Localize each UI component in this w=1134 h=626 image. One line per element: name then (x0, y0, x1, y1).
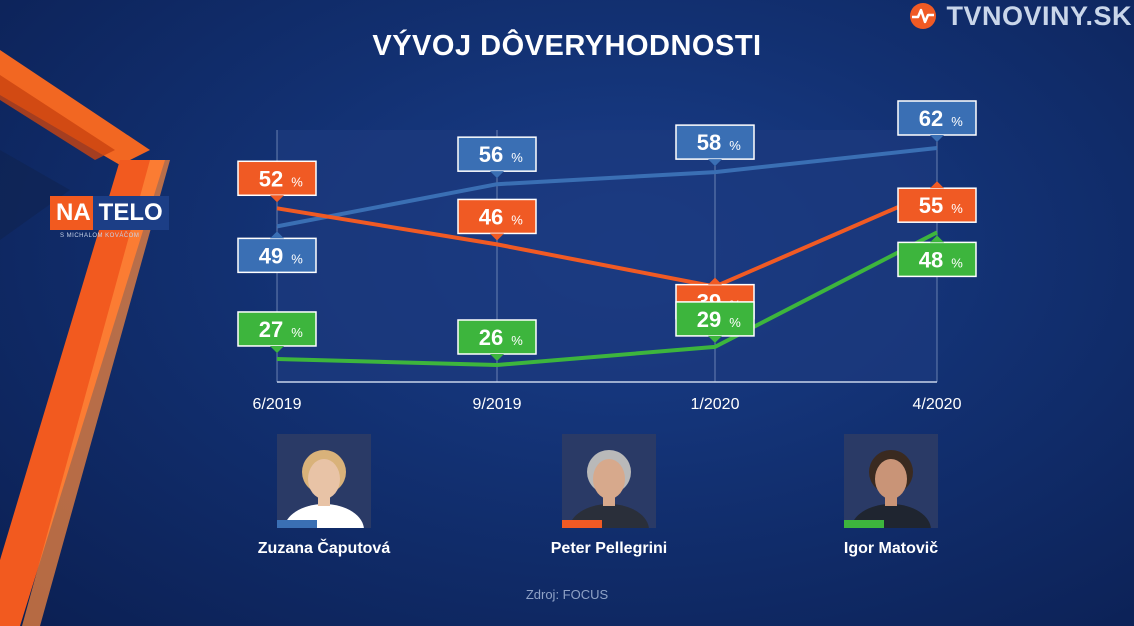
data-label: 52% (237, 160, 317, 203)
series-line (276, 230, 938, 367)
data-label: 27% (237, 311, 317, 353)
show-logo-telo: TELO (92, 196, 169, 230)
portrait-icon (844, 434, 938, 528)
x-tick-label: 6/2019 (253, 396, 302, 413)
svg-text:%: % (729, 138, 741, 153)
person-name: Peter Pellegrini (550, 540, 668, 557)
tvnoviny-logo-icon (910, 3, 937, 29)
x-tick-label: 9/2019 (473, 396, 522, 413)
series-line (276, 146, 938, 229)
plot-area (277, 130, 937, 382)
svg-text:46: 46 (479, 204, 503, 229)
show-logo-na: NA (50, 196, 97, 230)
page-title: VÝVOJ DÔVERYHODNOSTI (372, 30, 762, 62)
svg-text:55: 55 (919, 193, 943, 218)
series-color-tag (844, 520, 884, 528)
data-label: 58% (675, 124, 755, 167)
data-label: 55% (897, 181, 977, 223)
person-caputova: Zuzana Čaputová (229, 434, 419, 558)
person-name: Zuzana Čaputová (257, 540, 391, 557)
avatar (562, 434, 656, 528)
data-label: 62% (897, 100, 977, 142)
data-label: 26% (457, 319, 537, 361)
svg-text:%: % (511, 150, 523, 165)
svg-text:%: % (511, 333, 523, 348)
source-note: Zdroj: FOCUS (525, 587, 609, 602)
svg-text:48: 48 (919, 247, 943, 272)
series-color-tag (277, 520, 317, 528)
svg-text:29: 29 (697, 307, 721, 332)
svg-text:27: 27 (259, 317, 283, 342)
svg-text:58: 58 (697, 130, 721, 155)
avatar (844, 434, 938, 528)
data-label: 56% (457, 136, 537, 179)
data-label: 29% (675, 301, 755, 343)
brand-logo: TVNOVINY.SK (906, 0, 1132, 32)
svg-text:%: % (291, 251, 303, 266)
svg-text:%: % (951, 114, 963, 129)
series-line (276, 188, 938, 289)
data-label: 48% (897, 235, 977, 278)
data-label: 49% (237, 231, 317, 274)
x-tick-label: 4/2020 (913, 396, 962, 413)
svg-text:%: % (291, 174, 303, 189)
svg-text:56: 56 (479, 142, 503, 167)
data-label: 46% (457, 198, 537, 241)
svg-text:%: % (729, 315, 741, 330)
svg-text:%: % (291, 325, 303, 340)
avatar (277, 434, 371, 528)
svg-text:%: % (511, 212, 523, 227)
person-matovic: Igor Matovič (796, 434, 986, 558)
series-color-tag (562, 520, 602, 528)
svg-text:%: % (951, 201, 963, 216)
show-logo: NA TELO S MICHALOM KOVÁČOM (50, 196, 169, 239)
portrait-icon (277, 434, 371, 528)
portrait-icon (562, 434, 656, 528)
person-pellegrini: Peter Pellegrini (514, 434, 704, 558)
svg-text:52: 52 (259, 166, 283, 191)
person-name: Igor Matovič (843, 540, 939, 557)
svg-text:62: 62 (919, 106, 943, 131)
x-tick-label: 1/2020 (691, 396, 740, 413)
brand-text: TVNOVINY.SK (946, 0, 1132, 31)
show-logo-subtitle: S MICHALOM KOVÁČOM (60, 233, 140, 239)
svg-text:26: 26 (479, 325, 503, 350)
svg-text:49: 49 (259, 243, 283, 268)
svg-text:%: % (951, 255, 963, 270)
